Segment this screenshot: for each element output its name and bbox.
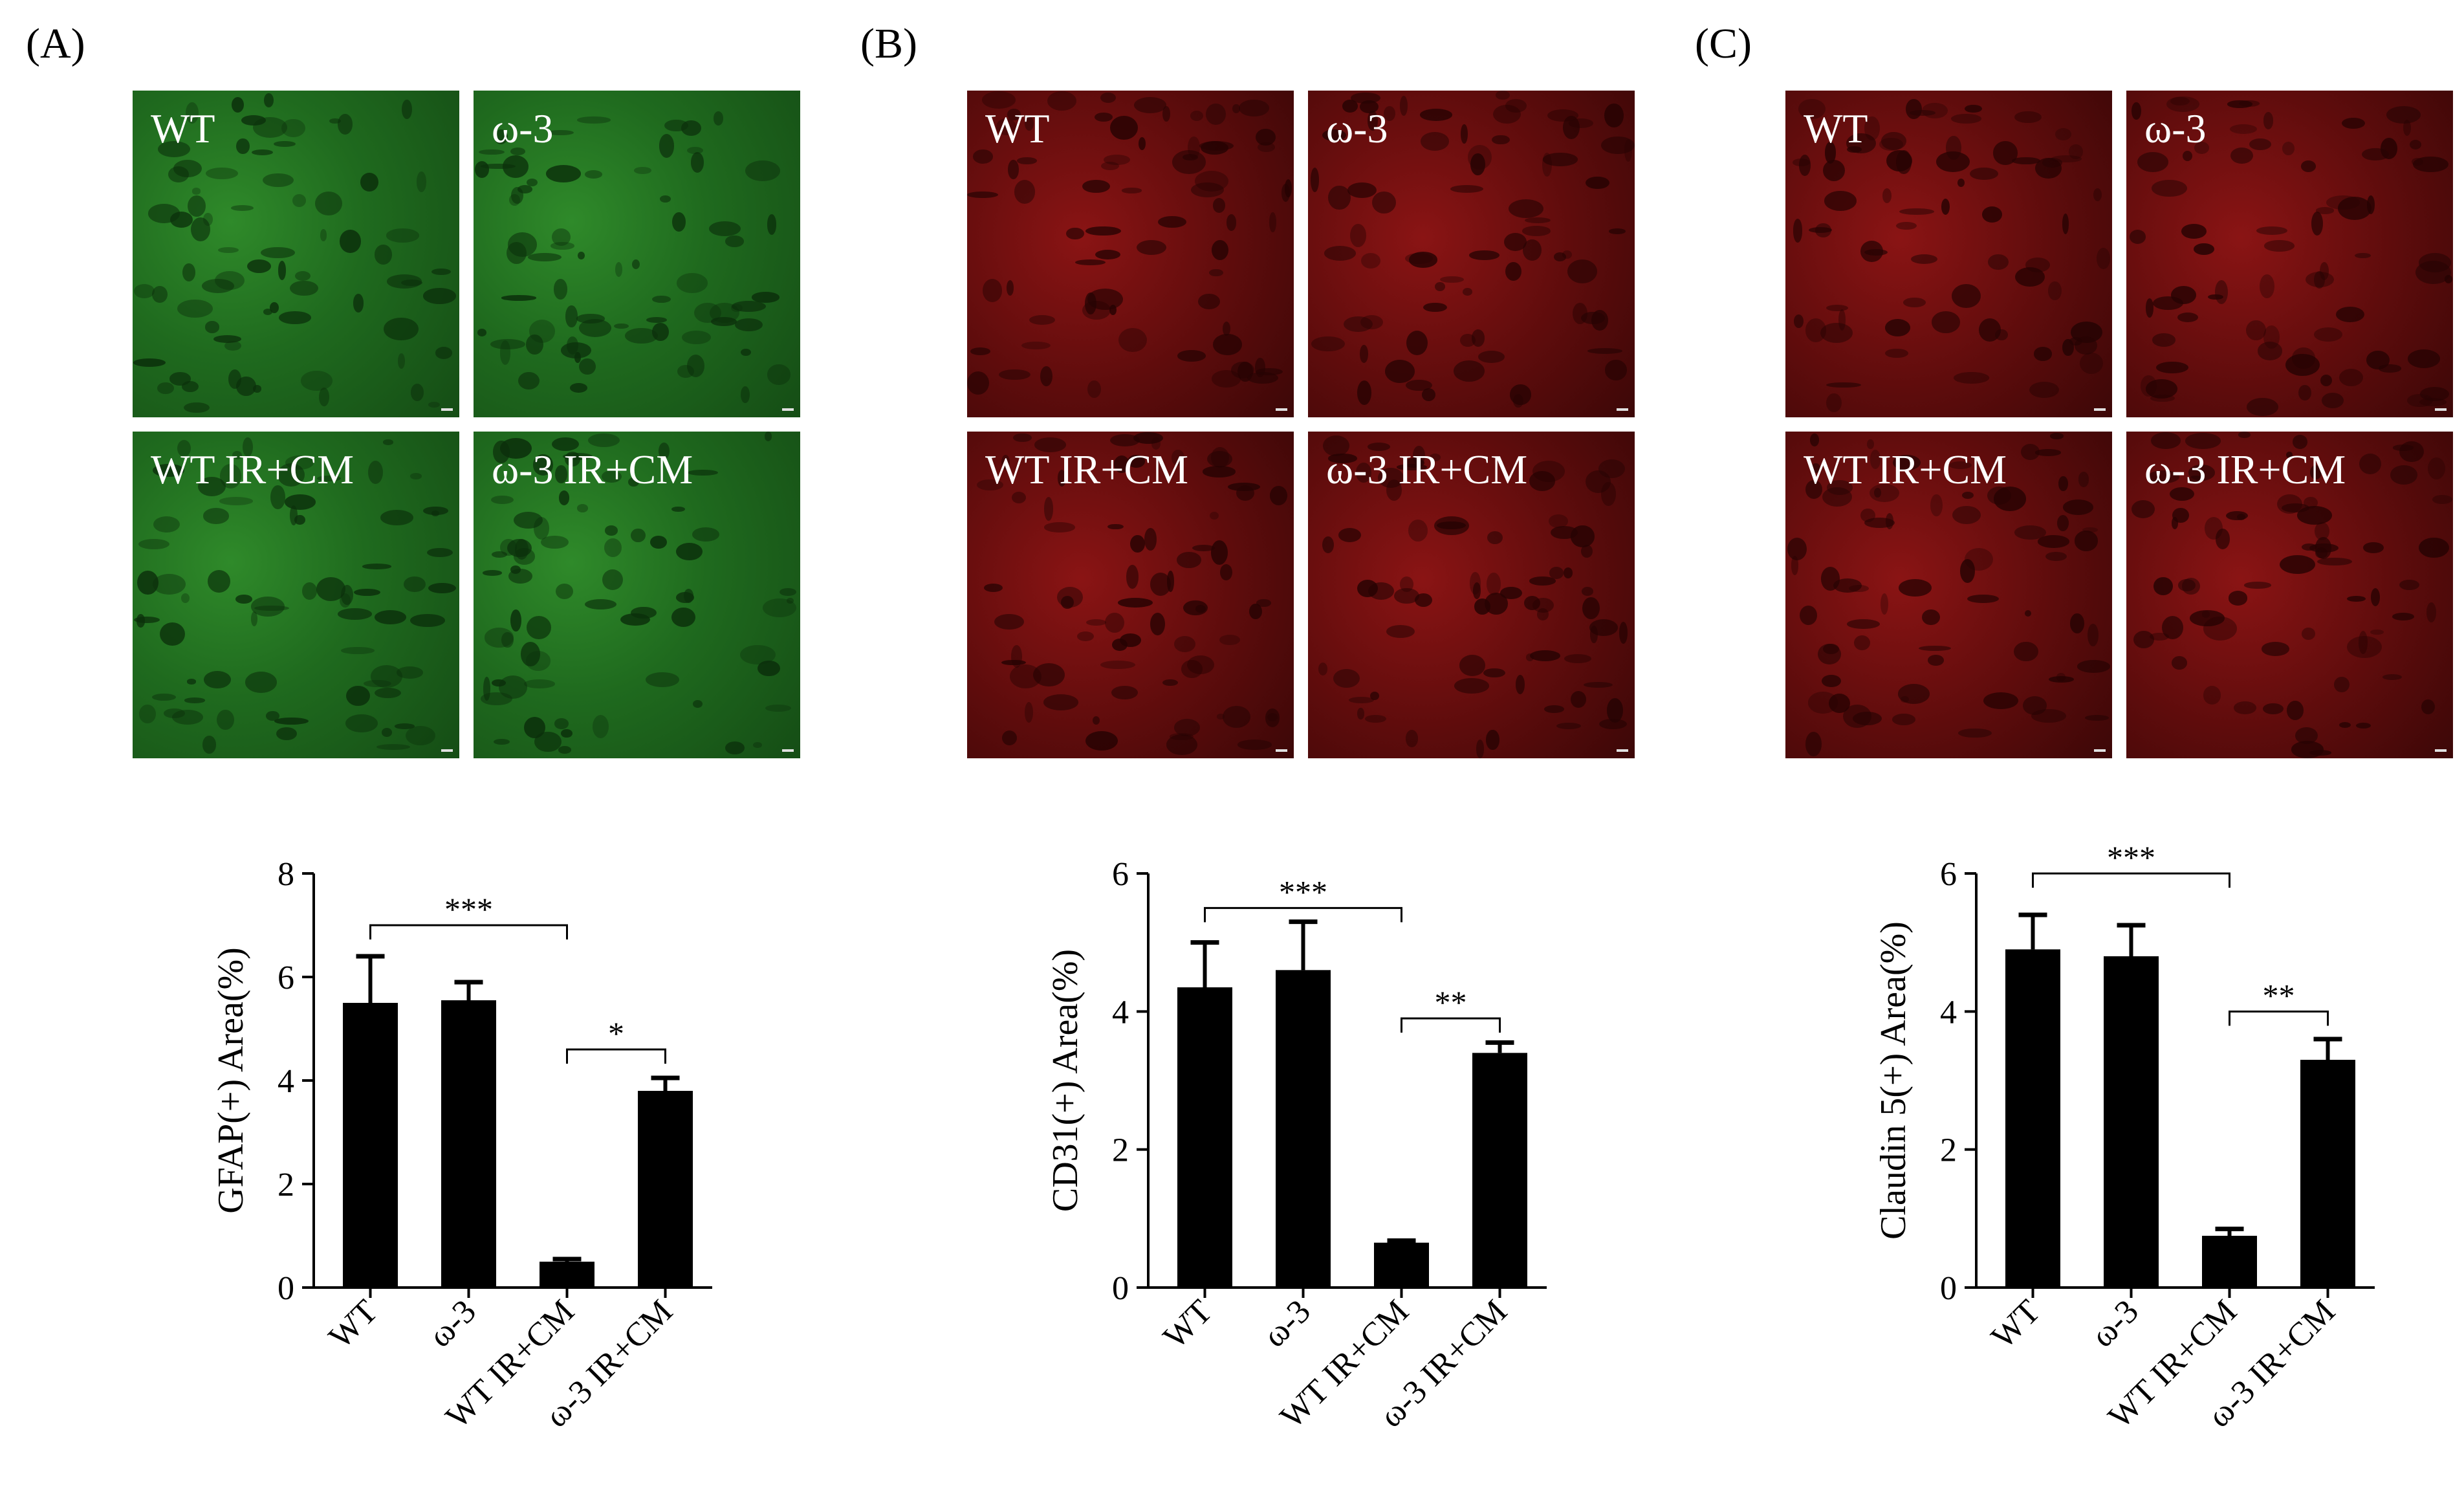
y-tick-label: 6 bbox=[278, 960, 294, 996]
micrograph-b-1: WT bbox=[967, 91, 1294, 417]
scale-bar bbox=[782, 408, 794, 411]
significance-bracket bbox=[566, 1048, 666, 1064]
bar bbox=[1374, 1242, 1429, 1288]
scale-bar bbox=[441, 408, 453, 411]
micrograph-a-4: ω-3 IR+CM bbox=[474, 432, 800, 758]
micrograph-c-3: WT IR+CM bbox=[1785, 432, 2112, 758]
scale-bar bbox=[2435, 408, 2447, 411]
micrograph-label: WT bbox=[1804, 105, 1868, 151]
micrograph-b-3: WT IR+CM bbox=[967, 432, 1294, 758]
micrograph-label: WT IR+CM bbox=[985, 446, 1189, 492]
y-tick-label: 8 bbox=[278, 856, 294, 893]
significance-bracket bbox=[2229, 1010, 2329, 1026]
bar bbox=[1177, 987, 1232, 1288]
x-tick-label: ω-3 bbox=[422, 1293, 483, 1354]
micrograph-label: ω-3 IR+CM bbox=[492, 446, 693, 492]
micrograph-label: ω-3 IR+CM bbox=[1326, 446, 1528, 492]
significance-label: *** bbox=[444, 891, 493, 927]
scale-bar bbox=[441, 749, 453, 752]
scale-bar bbox=[1617, 749, 1628, 752]
x-tick-label: WT bbox=[1985, 1293, 2047, 1355]
micrograph-label: WT IR+CM bbox=[1804, 446, 2007, 492]
panel-label-b: (B) bbox=[860, 20, 917, 67]
bar bbox=[1472, 1053, 1527, 1288]
micrograph-label: ω-3 bbox=[2144, 105, 2207, 151]
micrograph-label: WT IR+CM bbox=[151, 446, 354, 492]
bar bbox=[2300, 1060, 2355, 1288]
scale-bar bbox=[1276, 749, 1287, 752]
y-tick-label: 2 bbox=[278, 1167, 294, 1203]
significance-label: *** bbox=[2107, 839, 2155, 875]
y-tick-label: 0 bbox=[1112, 1270, 1129, 1307]
significance-label: ** bbox=[2263, 977, 2295, 1013]
bar bbox=[2104, 956, 2159, 1288]
y-axis-label: GFAP(+) Area(%) bbox=[211, 947, 251, 1214]
significance-label: ** bbox=[1435, 984, 1467, 1020]
micrograph-label: WT bbox=[151, 105, 215, 151]
micrograph-a-1: WT bbox=[133, 91, 459, 417]
y-tick-label: 0 bbox=[1940, 1270, 1957, 1307]
bar bbox=[2202, 1236, 2257, 1288]
micrograph-c-1: WT bbox=[1785, 91, 2112, 417]
y-tick-label: 4 bbox=[1940, 994, 1957, 1031]
y-tick-label: 6 bbox=[1940, 856, 1957, 893]
micrograph-label: ω-3 IR+CM bbox=[2144, 446, 2346, 492]
x-tick-label: ω-3 bbox=[1256, 1293, 1318, 1354]
micrograph-label: WT bbox=[985, 105, 1050, 151]
significance-bracket bbox=[369, 924, 568, 939]
y-axis-label: Claudin 5(+) Area(%) bbox=[1873, 921, 1913, 1240]
y-axis-label: CD31(+) Area(%) bbox=[1045, 949, 1085, 1212]
scale-bar bbox=[782, 749, 794, 752]
significance-bracket bbox=[1401, 1017, 1501, 1033]
x-tick-label: ω-3 bbox=[2084, 1293, 2146, 1354]
micrograph-c-2: ω-3 bbox=[2126, 91, 2453, 417]
micrograph-b-4: ω-3 IR+CM bbox=[1308, 432, 1635, 758]
x-tick-label: WT bbox=[1157, 1293, 1219, 1355]
y-tick-label: 2 bbox=[1940, 1132, 1957, 1169]
y-tick-label: 4 bbox=[1112, 994, 1129, 1031]
significance-bracket bbox=[2032, 872, 2230, 888]
significance-bracket bbox=[1204, 906, 1402, 923]
y-tick-label: 6 bbox=[1112, 856, 1129, 893]
bar bbox=[343, 1003, 398, 1288]
panel-label-a: (A) bbox=[26, 20, 85, 67]
micrograph-b-2: ω-3 bbox=[1308, 91, 1635, 417]
micrograph-c-4: ω-3 IR+CM bbox=[2126, 432, 2453, 758]
panel-label-c: (C) bbox=[1695, 20, 1752, 67]
bar bbox=[2005, 949, 2060, 1288]
micrograph-label: ω-3 bbox=[1326, 105, 1388, 151]
bar bbox=[540, 1262, 594, 1288]
y-tick-label: 0 bbox=[278, 1270, 294, 1307]
y-tick-label: 2 bbox=[1112, 1132, 1129, 1169]
bar bbox=[441, 1000, 496, 1288]
y-tick-label: 4 bbox=[278, 1063, 294, 1100]
scale-bar bbox=[1276, 408, 1287, 411]
micrograph-a-3: WT IR+CM bbox=[133, 432, 459, 758]
micrograph-a-2: ω-3 bbox=[474, 91, 800, 417]
scale-bar bbox=[2435, 749, 2447, 752]
significance-label: * bbox=[608, 1015, 624, 1051]
scale-bar bbox=[1617, 408, 1628, 411]
bar bbox=[1276, 970, 1331, 1288]
x-tick-label: WT bbox=[322, 1293, 385, 1355]
scale-bar bbox=[2094, 749, 2106, 752]
micrograph-label: ω-3 bbox=[492, 105, 554, 151]
significance-label: *** bbox=[1279, 873, 1327, 910]
scale-bar bbox=[2094, 408, 2106, 411]
bar bbox=[638, 1091, 693, 1288]
